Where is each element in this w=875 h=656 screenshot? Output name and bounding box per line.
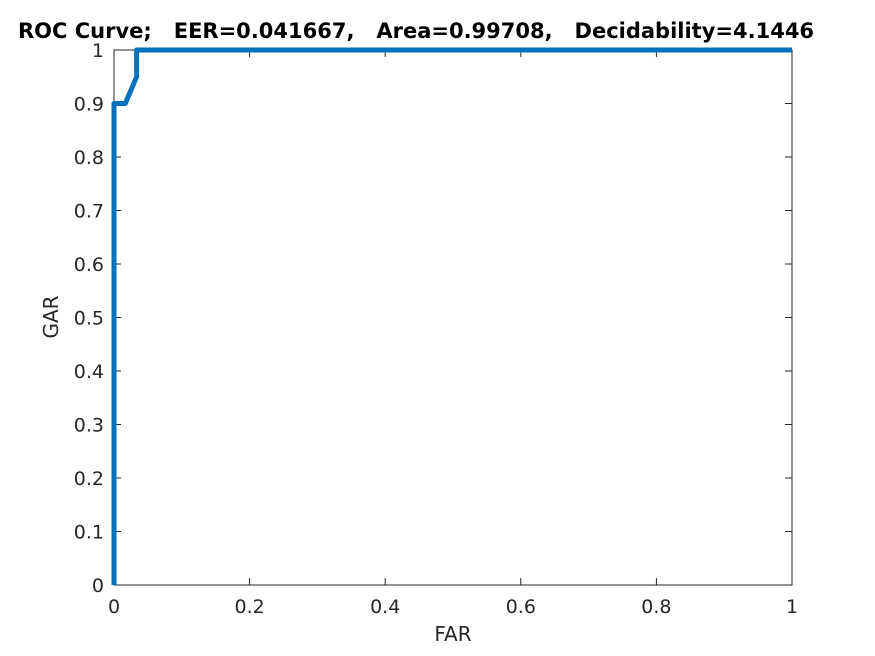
x-tick-label: 0.4 <box>370 596 400 618</box>
chart-title: ROC Curve; EER=0.041667, Area=0.99708, D… <box>18 19 814 43</box>
x-tick-label: 1 <box>786 596 798 618</box>
x-axis-label: FAR <box>434 622 471 646</box>
series-layer <box>111 47 792 585</box>
x-tick-label: 0 <box>108 596 120 618</box>
x-tick-label: 0.6 <box>506 596 536 618</box>
plot-area <box>113 49 793 586</box>
y-tick-label: 0.6 <box>74 254 104 276</box>
roc-curve-line <box>111 47 792 585</box>
axis-ticks: 0 0.2 0.4 0.6 0.8 1 0 0.1 0.2 0.3 0.4 0.5 0.6 0.7 0.8 0… <box>74 40 798 618</box>
y-tick-label: 1 <box>92 40 104 62</box>
x-tick-label: 0.8 <box>641 596 671 618</box>
x-tick-label: 0.2 <box>234 596 264 618</box>
y-tick-label: 0.8 <box>74 147 104 169</box>
y-tick-label: 0.3 <box>74 415 104 437</box>
y-axis-label: GAR <box>39 295 63 338</box>
y-tick-label: 0.7 <box>74 201 104 223</box>
y-tick-label: 0.4 <box>74 361 104 383</box>
y-tick-label: 0.2 <box>74 468 104 490</box>
y-tick-label: 0.5 <box>74 308 104 330</box>
y-tick-label: 0.9 <box>74 94 104 116</box>
y-tick-label: 0 <box>92 575 104 597</box>
y-tick-label: 0.1 <box>74 522 104 544</box>
